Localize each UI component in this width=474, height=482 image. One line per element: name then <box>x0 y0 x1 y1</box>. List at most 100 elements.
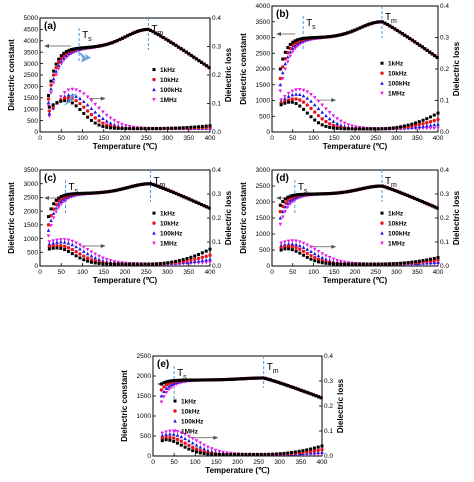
eps-point-1kHz <box>393 27 397 31</box>
y-tick-label: 3000 <box>256 35 271 42</box>
panel-label: (b) <box>276 9 289 20</box>
loss-point-1kHz <box>82 111 86 115</box>
x-tick-label: 0 <box>270 135 274 142</box>
eps-point-100kHz <box>295 41 300 46</box>
loss-point-100kHz <box>97 257 101 261</box>
eps-point-1kHz <box>180 378 184 382</box>
loss-point-10kHz <box>294 97 298 101</box>
eps-point-100kHz <box>49 87 53 91</box>
eps-point-1kHz <box>67 48 71 52</box>
loss-point-10kHz <box>309 106 313 111</box>
loss-point-10kHz <box>194 447 199 451</box>
eps-point-1kHz <box>113 40 117 44</box>
eps-point-1kHz <box>103 43 107 47</box>
loss-point-1kHz <box>365 127 369 131</box>
eps-point-10kHz <box>59 56 63 61</box>
eps-point-1kHz <box>400 191 404 195</box>
loss-point-1MHz <box>97 106 101 111</box>
loss-point-1kHz <box>354 127 358 131</box>
loss-point-1kHz <box>328 125 332 129</box>
eps-point-1kHz <box>253 376 257 380</box>
legend-marker-1kHz <box>173 399 177 403</box>
eps-point-1kHz <box>251 376 255 380</box>
loss-point-1kHz <box>402 261 406 265</box>
loss-point-100kHz <box>74 94 78 98</box>
eps-point-1kHz <box>286 46 290 50</box>
loss-point-1kHz <box>429 257 433 261</box>
eps-point-1kHz <box>215 378 219 382</box>
loss-point-1kHz <box>410 260 414 264</box>
y2-axis-title: Dielectric loss <box>224 47 233 102</box>
eps-point-1kHz <box>289 385 293 389</box>
loss-point-1kHz <box>316 260 320 264</box>
loss-point-1MHz <box>93 252 98 257</box>
x-axis-title: Temperature (℃) <box>93 276 158 285</box>
loss-point-1kHz <box>97 123 101 127</box>
loss-point-1kHz <box>350 262 354 266</box>
loss-point-1kHz <box>193 254 197 258</box>
loss-point-1kHz <box>59 99 63 103</box>
eps-point-1kHz <box>154 183 158 187</box>
loss-point-100kHz <box>51 241 55 245</box>
eps-point-1kHz <box>49 207 53 211</box>
y2-tick-label: 0.3 <box>212 191 221 198</box>
loss-point-1kHz <box>399 125 403 129</box>
y-tick-label: 3500 <box>24 49 39 56</box>
eps-point-1kHz <box>385 186 389 190</box>
loss-point-1kHz <box>384 127 388 131</box>
eps-point-10kHz <box>293 41 297 45</box>
loss-point-100kHz <box>85 251 90 256</box>
eps-point-1kHz <box>301 192 305 196</box>
loss-point-1kHz <box>263 452 267 456</box>
eps-point-100kHz <box>56 63 61 68</box>
eps-point-1MHz <box>59 62 64 66</box>
eps-point-100kHz <box>278 216 283 220</box>
eps-point-1kHz <box>360 187 364 191</box>
loss-point-1MHz <box>81 92 86 96</box>
eps-point-100kHz <box>162 389 166 394</box>
loss-point-1MHz <box>104 257 109 262</box>
loss-point-1kHz <box>189 255 193 259</box>
loss-point-1kHz <box>271 452 275 456</box>
loss-point-1kHz <box>391 262 395 266</box>
eps-point-100kHz <box>283 204 288 209</box>
loss-point-1MHz <box>74 241 78 245</box>
eps-point-10kHz <box>54 65 58 70</box>
y-tick-label: 500 <box>140 433 151 440</box>
y-tick-label: 500 <box>27 118 38 125</box>
x-tick-label: 250 <box>370 269 381 276</box>
loss-point-1kHz <box>200 124 204 128</box>
x-tick-label: 150 <box>211 459 222 466</box>
loss-point-10kHz <box>432 118 436 123</box>
legend-label: 1kHz <box>388 211 404 218</box>
ts-label-sub: s <box>304 188 308 195</box>
panel-c: 0 50 100 150 200 250 300 350 400 0 500 1000 1500 2000… <box>7 167 233 285</box>
eps-point-1kHz <box>110 41 114 45</box>
y-tick-label: 1500 <box>256 82 271 89</box>
tm-label-sub: m <box>160 182 166 189</box>
eps-point-10kHz <box>291 43 295 48</box>
loss-point-10kHz <box>193 257 197 261</box>
loss-point-1kHz <box>162 261 166 265</box>
legend-marker-10kHz <box>173 409 177 413</box>
loss-point-1kHz <box>210 452 214 456</box>
eps-point-1kHz <box>49 79 53 83</box>
loss-point-1MHz <box>342 121 347 126</box>
y-axis-title: Dielectric constant <box>7 39 16 111</box>
loss-point-10kHz <box>97 119 101 123</box>
loss-point-1kHz <box>290 248 294 252</box>
eps-point-1kHz <box>291 385 295 389</box>
loss-point-1kHz <box>414 121 418 125</box>
loss-point-1kHz <box>432 113 436 117</box>
loss-point-1kHz <box>225 452 229 456</box>
loss-point-100kHz <box>81 249 86 253</box>
eps-point-1kHz <box>166 39 170 43</box>
legend-marker-100kHz <box>380 81 384 85</box>
eps-point-1kHz <box>355 27 359 31</box>
legend-label: 1MHz <box>160 241 178 248</box>
loss-point-1kHz <box>47 105 51 109</box>
panel-b: 0 50 100 150 200 250 300 350 4000500100015002000… <box>239 3 461 151</box>
loss-point-1kHz <box>89 260 93 264</box>
x-tick-label: 250 <box>370 135 381 142</box>
eps-point-1MHz <box>283 67 288 72</box>
